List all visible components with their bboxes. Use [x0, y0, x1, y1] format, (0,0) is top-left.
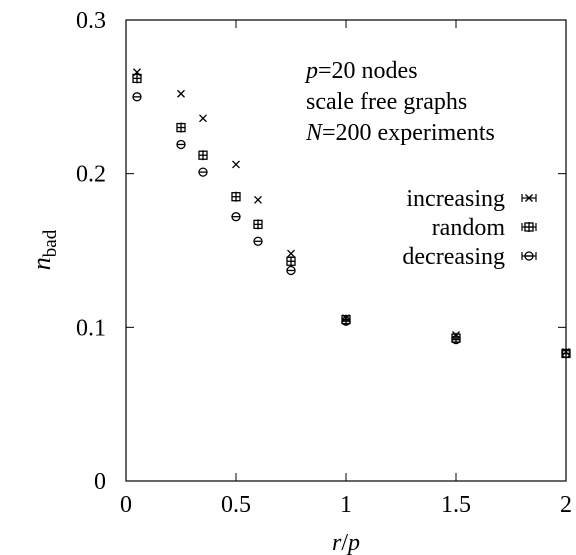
- point-decreasing: [561, 348, 571, 359]
- x-axis-label-part: /: [341, 530, 348, 555]
- y-axis-label-subscript: bad: [40, 229, 61, 257]
- legend-marker-symbol: [524, 251, 534, 261]
- point-random: [198, 150, 208, 161]
- point-random: [286, 256, 296, 267]
- point-decreasing: [198, 167, 208, 177]
- point-decreasing: [286, 265, 296, 276]
- legend: increasing random decreasing: [402, 186, 537, 270]
- point-increasing: [254, 195, 262, 204]
- y-axis-label-part: n: [27, 257, 56, 270]
- legend-label: increasing: [406, 186, 505, 212]
- marker-stroke: [232, 160, 240, 169]
- annotation-line: N=200 experiments: [305, 120, 495, 146]
- x-tick-label: 1: [340, 492, 352, 518]
- annotation-italic: N: [305, 120, 324, 146]
- marker-stroke: [199, 114, 207, 123]
- point-decreasing: [341, 316, 351, 326]
- annotation-line: p=20 nodes: [304, 58, 418, 84]
- marker-stroke: [254, 195, 262, 204]
- data-points: [132, 68, 571, 359]
- point-increasing: [232, 160, 240, 169]
- axis-labels: r/p nbad: [27, 229, 360, 555]
- x-axis-label-part: p: [346, 530, 360, 555]
- legend-marker-symbol: [524, 222, 534, 232]
- tick-marks: [125, 19, 567, 482]
- x-tick-label: 2: [560, 492, 572, 518]
- point-increasing: [199, 114, 207, 123]
- legend-label: random: [432, 215, 506, 241]
- y-axis-label: nbad: [27, 229, 61, 270]
- legend-marker-symbol: [525, 194, 533, 202]
- legend-marker: [521, 251, 537, 261]
- annotation-line: scale free graphs: [306, 89, 467, 115]
- point-decreasing: [176, 139, 186, 150]
- legend-label: decreasing: [402, 244, 505, 270]
- x-tick-label: 0: [120, 492, 132, 518]
- marker-stroke: [525, 194, 533, 202]
- point-decreasing: [132, 92, 142, 102]
- legend-entry-increasing: increasing: [406, 186, 537, 212]
- legend-marker: [521, 222, 537, 232]
- legend-marker: [521, 194, 537, 202]
- point-random: [132, 73, 142, 84]
- point-random: [231, 191, 241, 202]
- point-random: [253, 219, 263, 230]
- y-tick-label: 0.1: [76, 315, 106, 341]
- x-tick-label: 0.5: [221, 492, 251, 518]
- legend-entry-decreasing: decreasing: [402, 244, 537, 270]
- annotation-text: =200 experiments: [322, 120, 495, 146]
- point-decreasing: [253, 236, 263, 246]
- point-increasing: [287, 249, 295, 258]
- series-decreasing: [132, 92, 571, 359]
- point-decreasing: [451, 334, 461, 345]
- point-increasing: [177, 89, 185, 98]
- annotation-text: scale free graphs: [306, 89, 467, 115]
- point-decreasing: [231, 212, 241, 222]
- annotation-italic: p: [304, 58, 318, 84]
- marker-stroke: [177, 89, 185, 98]
- legend-entry-random: random: [432, 215, 537, 241]
- marker-stroke: [287, 249, 295, 258]
- x-axis-label-part: r: [332, 530, 342, 555]
- x-axis-label: r/p: [332, 530, 360, 555]
- y-tick-label: 0.2: [76, 162, 106, 188]
- y-tick-label: 0: [94, 469, 106, 495]
- annotation: p=20 nodes scale free graphs N=200 experim…: [304, 58, 495, 146]
- x-tick-label: 1.5: [441, 492, 471, 518]
- point-random: [176, 122, 186, 133]
- annotation-text: =20 nodes: [318, 58, 418, 84]
- tick-labels: 0 0.5 1 1.5 2 0 0.1 0.2 0.3: [76, 8, 572, 518]
- y-tick-label: 0.3: [76, 8, 106, 34]
